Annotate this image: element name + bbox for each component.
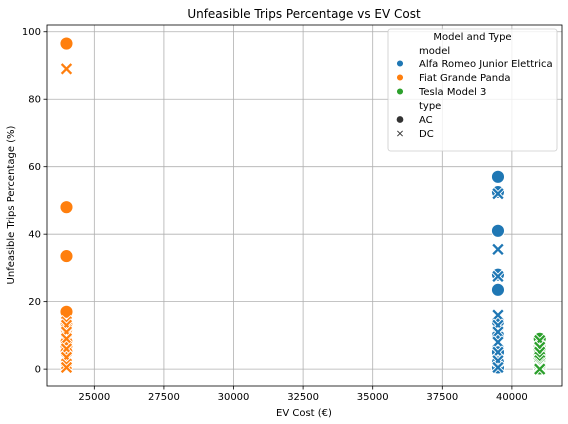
data-point-ac (491, 282, 505, 297)
data-point-dc (59, 357, 74, 372)
legend-box (387, 28, 558, 152)
legend-entry: Alfa Romeo Junior Elettrica (419, 59, 553, 70)
data-points (59, 36, 547, 377)
data-point-dc (491, 308, 505, 323)
legend-hue-title: model (419, 46, 450, 57)
y-tick-label: 40 (28, 230, 41, 241)
x-tick-label: 27500 (148, 392, 180, 403)
legend-marker (396, 87, 404, 96)
x-tick-label: 40000 (496, 392, 528, 403)
x-tick-label: 30000 (218, 392, 250, 403)
y-tick-label: 0 (35, 365, 41, 376)
data-point-ac (59, 304, 74, 319)
legend-entry: AC (419, 115, 433, 126)
y-tick-label: 20 (28, 297, 41, 308)
legend-entry: Tesla Model 3 (418, 87, 486, 98)
y-tick-label: 100 (22, 27, 41, 38)
plot-frame (46, 24, 563, 387)
data-point-ac (59, 200, 74, 215)
data-point-dc (59, 61, 74, 76)
legend-entry: DC (419, 129, 434, 140)
data-point-ac (491, 169, 505, 184)
x-tick-label: 25000 (78, 392, 110, 403)
data-point-dc (491, 335, 505, 350)
data-point-ac (491, 223, 505, 238)
legend-title: Model and Type (433, 32, 511, 43)
legend-marker (396, 59, 404, 68)
data-point-dc (59, 314, 74, 329)
data-point-ac (59, 36, 74, 51)
chart-title: Unfeasible Trips Percentage vs EV Cost (187, 7, 421, 21)
y-axis-label: Unfeasible Trips Percentage (%) (6, 125, 17, 284)
x-axis-label: EV Cost (€) (276, 408, 332, 419)
legend: Model and Type model Alfa Romeo Junior Ele… (387, 28, 558, 152)
legend-marker (395, 129, 405, 138)
data-point-dc (59, 331, 74, 346)
data-point-dc (491, 360, 505, 375)
y-tick-label: 80 (28, 95, 41, 106)
x-axis-ticks: 25000 27500 30000 32500 35000 37500 40000 (78, 386, 528, 403)
legend-marker (396, 73, 404, 82)
data-point-dc (59, 360, 74, 375)
y-tick-label: 60 (28, 162, 41, 173)
data-point-dc (491, 242, 505, 257)
legend-entry: Fiat Grande Panda (419, 73, 511, 84)
legend-style-title: type (419, 101, 441, 112)
data-point-dc (491, 269, 505, 284)
x-tick-label: 32500 (287, 392, 319, 403)
data-point-dc (532, 362, 547, 377)
data-point-ac (59, 249, 74, 264)
data-point-dc (491, 325, 505, 339)
x-tick-label: 35000 (357, 392, 389, 403)
data-point-dc (491, 186, 505, 201)
y-axis-ticks: 0 20 40 60 80 100 (22, 27, 47, 376)
x-tick-label: 37500 (426, 392, 458, 403)
legend-marker (395, 115, 405, 124)
